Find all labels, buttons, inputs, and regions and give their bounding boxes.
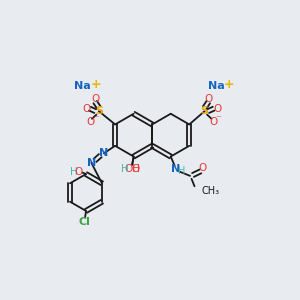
Text: O: O bbox=[204, 94, 212, 103]
Text: S: S bbox=[95, 106, 103, 116]
Text: ⁻: ⁻ bbox=[93, 114, 99, 124]
Text: O: O bbox=[213, 104, 221, 114]
Text: O: O bbox=[209, 117, 217, 128]
Text: Cl: Cl bbox=[79, 217, 90, 227]
Text: +: + bbox=[224, 78, 234, 91]
Text: Na: Na bbox=[74, 81, 91, 91]
Text: H: H bbox=[178, 166, 185, 176]
Text: ⁻: ⁻ bbox=[215, 114, 221, 124]
Text: N: N bbox=[99, 148, 109, 158]
Text: O: O bbox=[199, 163, 207, 173]
Text: H: H bbox=[122, 164, 129, 174]
Text: O: O bbox=[74, 167, 83, 177]
Text: O: O bbox=[86, 117, 94, 128]
Text: O: O bbox=[82, 104, 90, 114]
Text: N: N bbox=[87, 158, 96, 168]
Text: S: S bbox=[201, 106, 209, 116]
Text: Na: Na bbox=[208, 81, 224, 91]
Text: +: + bbox=[91, 78, 101, 91]
Text: O: O bbox=[131, 164, 139, 174]
Text: CH₃: CH₃ bbox=[201, 186, 219, 196]
Text: O: O bbox=[91, 94, 99, 103]
Text: H: H bbox=[70, 167, 77, 177]
Text: OH: OH bbox=[124, 164, 140, 174]
Text: N: N bbox=[171, 164, 181, 174]
